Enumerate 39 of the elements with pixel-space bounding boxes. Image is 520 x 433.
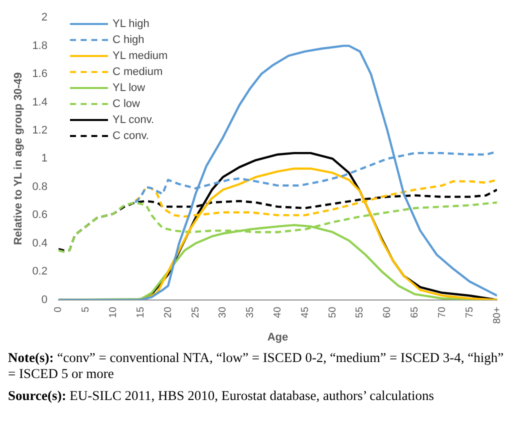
x-tick-label: 15 [135,306,146,318]
y-tick-label: 1.6 [32,68,48,80]
y-tick-label: 1.8 [32,40,48,52]
legend-label: YL conv. [112,114,154,126]
y-tick-label: 0.4 [32,237,48,250]
y-tick-label: 0.6 [32,209,48,222]
source-note: Source(s): EU-SILC 2011, HBS 2010, Eurostat database, authors’ calculations [8,388,434,404]
x-tick-label: 0 [53,306,64,312]
legend-label: C high [112,34,144,46]
x-tick-label: 40 [272,306,284,318]
legend-label: YL medium [112,50,168,62]
x-tick-label: 25 [190,306,202,318]
x-tick-label: 60 [382,306,394,318]
x-tick-label: 5 [80,306,92,312]
x-tick-label: 10 [108,306,120,318]
x-tick-label: 80+ [492,306,503,324]
y-tick-label: 1 [41,152,48,165]
y-tick-label: 1.2 [32,124,48,137]
legend-label: C medium [112,66,163,78]
y-axis-title: Relative to YL in age group 30-49 [12,72,25,246]
x-tick-label: 70 [436,306,448,318]
x-tick-label: 35 [245,306,256,318]
x-tick-label: 50 [327,306,338,318]
legend-label: C conv. [112,130,149,142]
x-tick-label: 30 [218,306,229,318]
y-tick-label: 2 [41,12,48,24]
x-tick-label: 55 [354,306,366,318]
x-axis-title: Age [267,331,288,344]
x-tick-label: 20 [162,306,174,318]
x-tick-label: 65 [410,306,421,318]
x-tick-label: 45 [300,306,311,318]
y-tick-label: 0.8 [32,180,48,193]
legend-label: C low [112,98,140,110]
legend-label: YL high [112,18,150,30]
text: Note(s): “conv” = conventional NTA, “low” = ISCED 0-2, “medium” = ISCED 3-4, “high” = ISCED 5 or more [8,350,504,382]
y-tick-label: 1.4 [32,96,48,108]
y-tick-label: 0.2 [32,266,48,278]
x-tick-label: 75 [464,306,476,318]
legend-label: YL low [112,82,146,94]
